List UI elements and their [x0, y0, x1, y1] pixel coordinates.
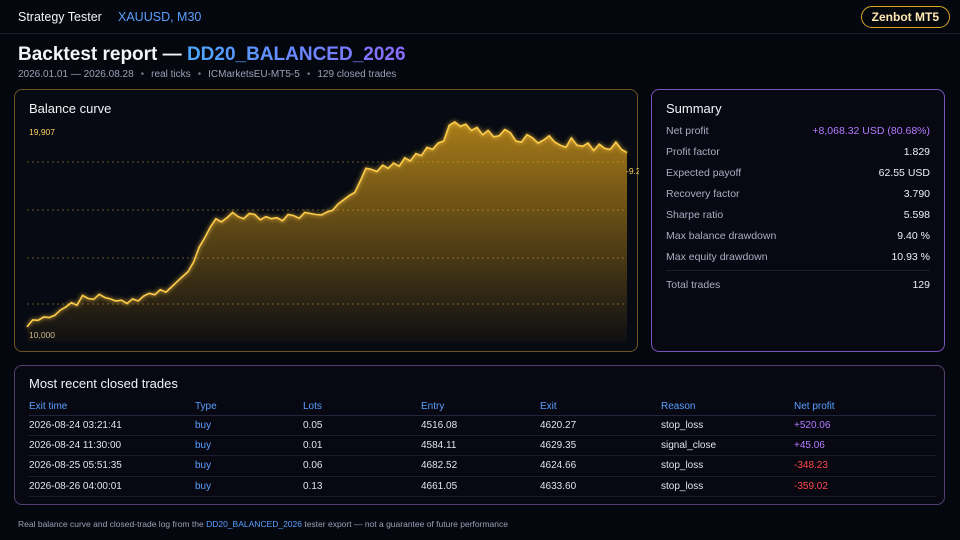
summary-label: Sharpe ratio	[666, 209, 724, 221]
summary-value: 1.829	[903, 146, 930, 158]
footer-prefix: Real balance curve and closed-trade log …	[18, 519, 207, 529]
cell-entry: 4682.52	[421, 455, 540, 477]
table-row[interactable]: 2026-08-24 03:21:41 buy 0.05 4516.08 462…	[29, 415, 936, 436]
column-header-lots[interactable]: Lots	[303, 398, 421, 416]
summary-label: Max balance drawdown	[666, 230, 777, 242]
cell-type: buy	[195, 415, 303, 436]
summary-label: Max equity drawdown	[666, 251, 768, 263]
top-bar: Strategy Tester XAUUSD, M30 Zenbot MT5	[0, 0, 960, 34]
summary-value: 3.790	[903, 188, 930, 200]
cell-exit: 4624.66	[540, 455, 661, 477]
cell-net-profit: +45.06	[794, 435, 936, 457]
summary-label: Profit factor	[666, 146, 720, 158]
column-header-type[interactable]: Type	[195, 398, 303, 416]
summary-label: Net profit	[666, 125, 709, 137]
summary-row-sharpe-ratio: Sharpe ratio 5.598	[666, 209, 930, 225]
column-header-net-profit[interactable]: Net profit	[794, 398, 936, 416]
summary-label: Expected payoff	[666, 167, 742, 179]
cell-lots: 0.01	[303, 435, 421, 457]
column-header-entry[interactable]: Entry	[421, 398, 540, 416]
summary-label: Recovery factor	[666, 188, 740, 200]
cell-type: buy	[195, 476, 303, 498]
cell-reason: stop_loss	[661, 476, 794, 498]
cell-exit-time: 2026-08-26 04:00:01	[29, 476, 195, 498]
server-name: ICMarketsEU-MT5-5	[208, 69, 300, 80]
tick-mode: real ticks	[151, 69, 191, 80]
cell-exit: 4633.60	[540, 476, 661, 498]
footer-strategy-name: DD20_BALANCED_2026	[206, 519, 302, 529]
cell-exit: 4620.27	[540, 415, 661, 436]
cell-reason: stop_loss	[661, 415, 794, 436]
cell-entry: 4516.08	[421, 415, 540, 436]
symbol-timeframe[interactable]: XAUUSD, M30	[118, 10, 202, 24]
summary-panel: Summary Net profit +8,068.32 USD (80.68%…	[651, 89, 945, 352]
cell-entry: 4584.11	[421, 435, 540, 457]
cell-lots: 0.05	[303, 415, 421, 436]
summary-row-profit-factor: Profit factor 1.829	[666, 146, 930, 162]
table-row[interactable]: 2026-08-24 11:30:00 buy 0.01 4584.11 462…	[29, 435, 936, 457]
column-header-exit[interactable]: Exit	[540, 398, 661, 416]
page-title: Backtest report — DD20_BALANCED_2026	[18, 44, 406, 66]
app-title: Strategy Tester	[18, 10, 102, 24]
summary-value: 5.598	[903, 209, 930, 221]
cell-net-profit: -359.02	[794, 476, 936, 498]
platform-badge: Zenbot MT5	[860, 6, 950, 28]
closed-trades-count: 129 closed trades	[317, 69, 397, 80]
cell-net-profit: +520.06	[794, 415, 936, 436]
cell-type: buy	[195, 455, 303, 477]
balance-area	[27, 122, 627, 342]
summary-value: +8,068.32 USD (80.68%)	[812, 125, 930, 137]
trades-table: Exit time Type Lots Entry Exit Reason Ne…	[29, 398, 936, 498]
report-meta: 2026.01.01 — 2026.08.28 • real ticks • ICMar…	[18, 69, 397, 80]
cell-net-profit: -348.23	[794, 455, 936, 477]
trades-panel-title: Most recent closed trades	[29, 376, 178, 391]
summary-value: 10.93 %	[891, 251, 930, 263]
balance-line	[26, 121, 628, 328]
cell-type: buy	[195, 435, 303, 457]
footer-suffix: tester export — not a guarantee of futur…	[301, 519, 508, 529]
cell-reason: stop_loss	[661, 455, 794, 477]
chart-end-label: -9.2%	[626, 166, 639, 176]
cell-entry: 4661.05	[421, 476, 540, 498]
cell-reason: signal_close	[661, 435, 794, 457]
summary-panel-title: Summary	[666, 101, 722, 116]
summary-value: 9.40 %	[897, 230, 930, 242]
recent-trades-panel: Most recent closed trades Exit time Type…	[14, 365, 945, 505]
summary-row-recovery-factor: Recovery factor 3.790	[666, 188, 930, 204]
date-range: 2026.01.01 — 2026.08.28	[18, 69, 134, 80]
column-header-exit-time[interactable]: Exit time	[29, 398, 195, 416]
chart-bottom-label: 10,000	[29, 330, 55, 340]
title-prefix: Backtest report —	[18, 44, 187, 65]
table-header-row: Exit time Type Lots Entry Exit Reason Ne…	[29, 398, 936, 416]
summary-row-max-equity-drawdown: Max equity drawdown 10.93 %	[666, 251, 930, 267]
cell-exit-time: 2026-08-24 03:21:41	[29, 415, 195, 436]
cell-lots: 0.06	[303, 455, 421, 477]
table-row[interactable]: 2026-08-26 04:00:01 buy 0.13 4661.05 463…	[29, 476, 936, 498]
chart-top-label: 19,907	[29, 127, 55, 137]
cell-exit-time: 2026-08-24 11:30:00	[29, 435, 195, 457]
strategy-name: DD20_BALANCED_2026	[186, 44, 406, 65]
summary-divider	[666, 270, 930, 271]
summary-label: Total trades	[666, 279, 721, 291]
summary-row-net-profit: Net profit +8,068.32 USD (80.68%)	[666, 125, 930, 141]
table-row[interactable]: 2026-08-25 05:51:35 buy 0.06 4682.52 462…	[29, 455, 936, 477]
cell-exit: 4629.35	[540, 435, 661, 457]
cell-exit-time: 2026-08-25 05:51:35	[29, 455, 195, 477]
column-header-reason[interactable]: Reason	[661, 398, 794, 416]
summary-value: 62.55 USD	[878, 167, 930, 179]
summary-row-max-balance-drawdown: Max balance drawdown 9.40 %	[666, 230, 930, 246]
disclaimer-footer: Real balance curve and closed-trade log …	[18, 519, 508, 529]
summary-row-expected-payoff: Expected payoff 62.55 USD	[666, 167, 930, 183]
summary-row-total-trades: Total trades 129	[666, 279, 930, 295]
balance-chart: 19,907 10,000 -9.2%	[26, 121, 639, 342]
balance-curve-panel: 19,907 10,000 -9.2% Balance curve	[14, 89, 639, 352]
cell-lots: 0.13	[303, 476, 421, 498]
balance-panel-title: Balance curve	[29, 101, 112, 116]
summary-value: 129	[912, 279, 930, 291]
